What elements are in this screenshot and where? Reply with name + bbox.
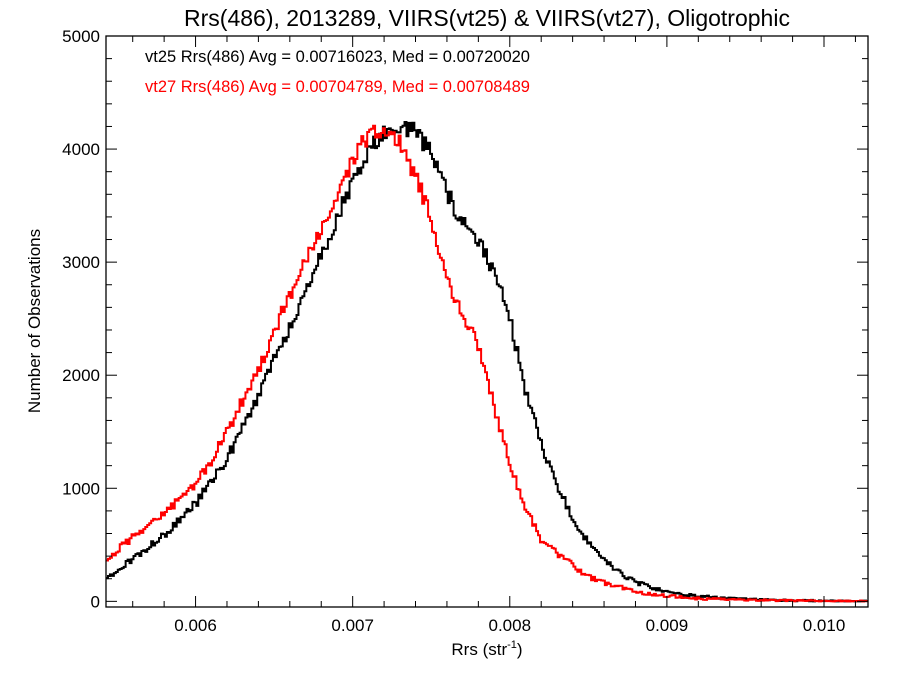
y-tick-label: 0: [91, 592, 100, 611]
y-axis-label: Number of Observations: [25, 229, 44, 413]
y-tick-label: 5000: [62, 27, 100, 46]
vt25-histogram-line: [106, 120, 868, 603]
x-tick-label: 0.007: [331, 616, 374, 635]
axis-ticks: [106, 35, 868, 607]
y-tick-label: 1000: [62, 479, 100, 498]
vt27-histogram-line: [106, 124, 868, 603]
x-tick-label: 0.009: [646, 616, 689, 635]
y-tick-label: 3000: [62, 253, 100, 272]
plot-frame: [105, 35, 869, 608]
y-tick-label: 4000: [62, 140, 100, 159]
x-tick-label: 0.006: [174, 616, 217, 635]
x-tick-label: 0.008: [489, 616, 532, 635]
series-layer: [106, 120, 868, 603]
y-tick-labels: 0 1000 2000 3000 4000 5000: [62, 27, 100, 611]
vt25-annotation: vt25 Rrs(486) Avg = 0.00716023, Med = 0.…: [145, 48, 530, 66]
y-tick-label: 2000: [62, 366, 100, 385]
x-tick-labels: 0.006 0.007 0.008 0.009 0.010: [174, 616, 845, 635]
x-tick-label: 0.010: [803, 616, 846, 635]
chart-title: Rrs(486), 2013289, VIIRS(vt25) & VIIRS(v…: [184, 5, 790, 31]
vt27-annotation: vt27 Rrs(486) Avg = 0.00704789, Med = 0.…: [145, 78, 530, 96]
x-axis-label: Rrs (str-1): [451, 639, 522, 659]
